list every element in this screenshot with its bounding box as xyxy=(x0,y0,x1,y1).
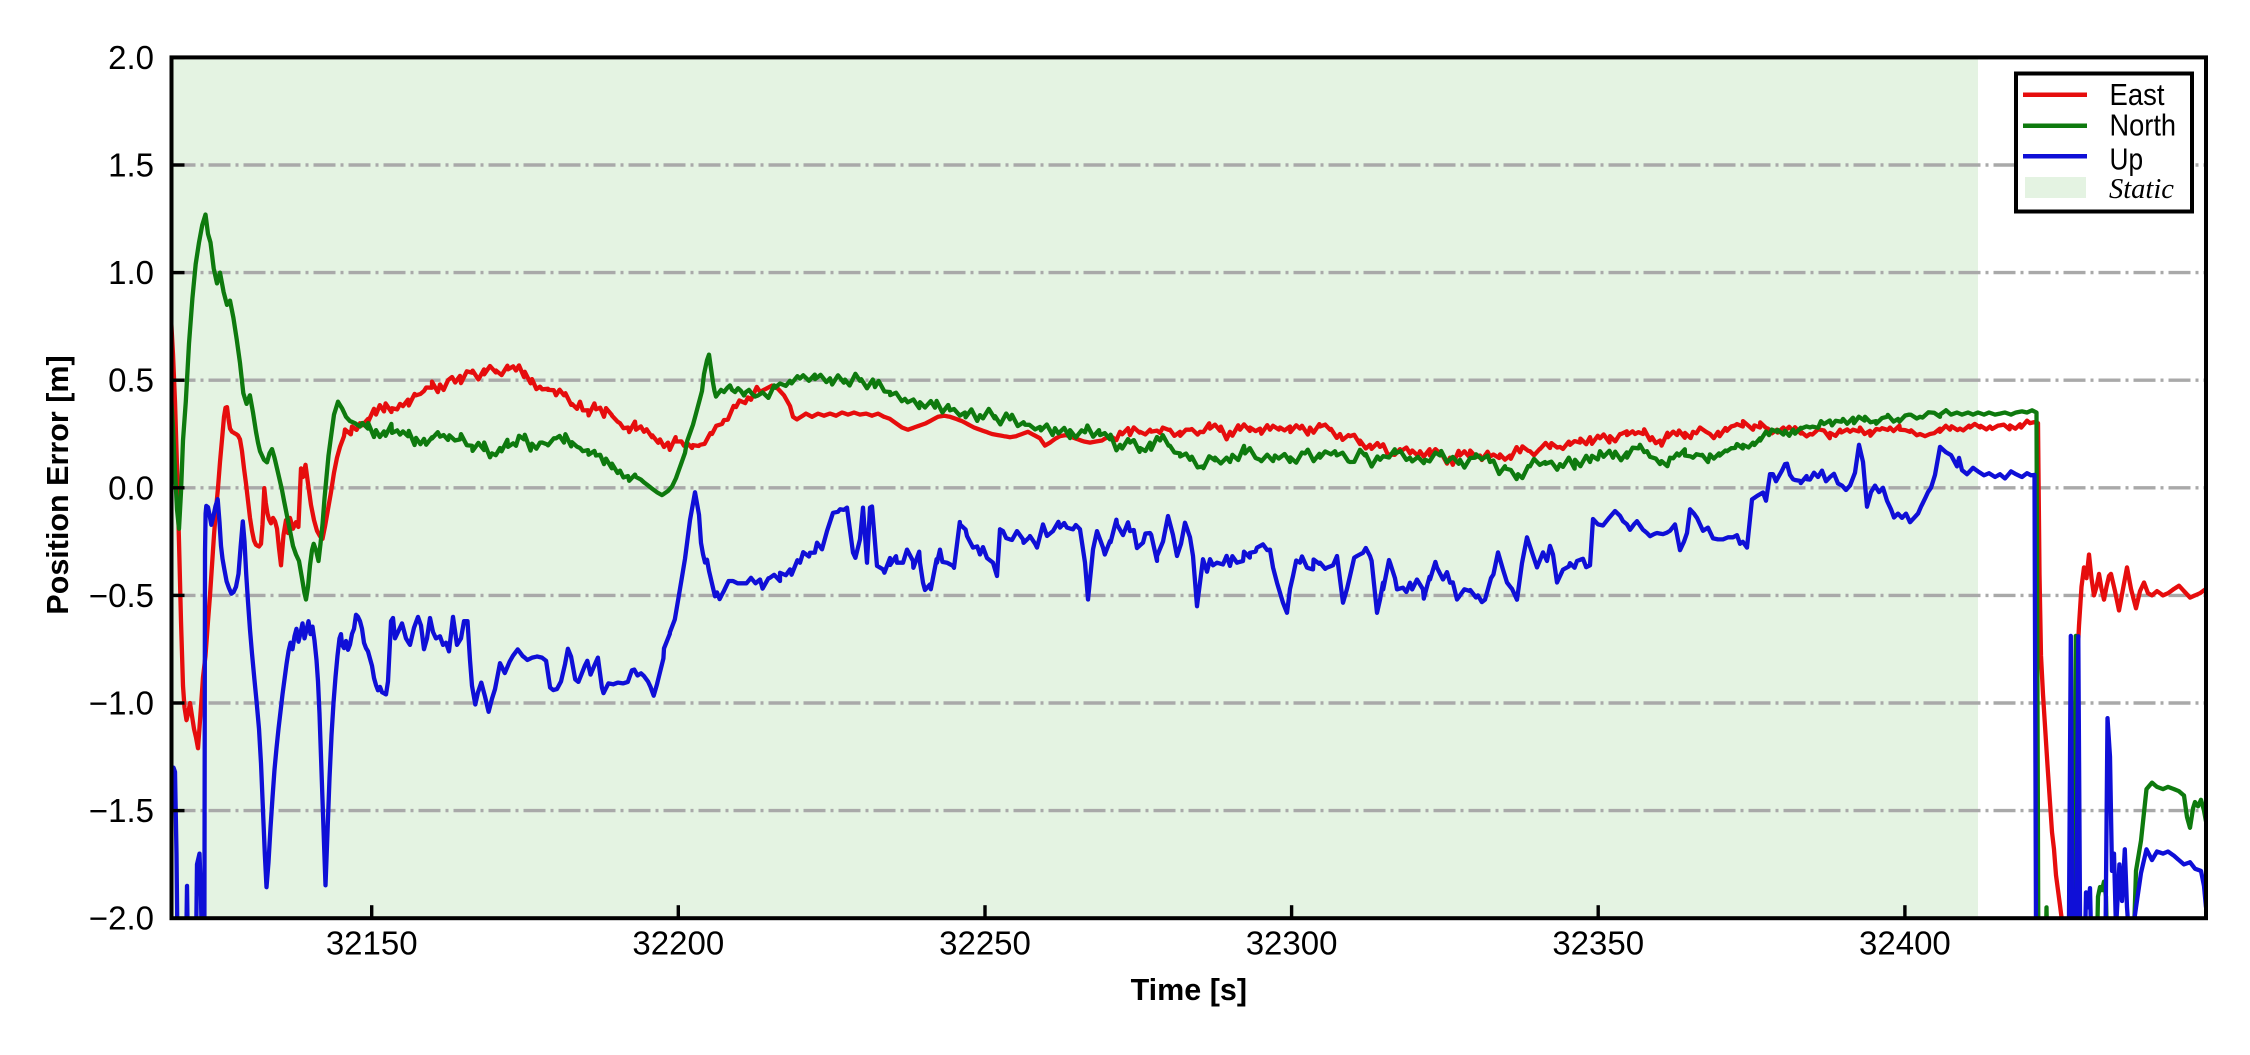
svg-text:32350: 32350 xyxy=(1552,925,1644,962)
svg-text:32300: 32300 xyxy=(1246,925,1338,962)
svg-text:Time [s]: Time [s] xyxy=(1131,973,1247,1007)
svg-text:North: North xyxy=(2110,109,2177,143)
svg-text:Static: Static xyxy=(2109,174,2174,205)
svg-text:Up: Up xyxy=(2110,143,2144,177)
svg-text:0.0: 0.0 xyxy=(108,469,154,506)
svg-text:2.0: 2.0 xyxy=(108,39,154,76)
svg-text:−2.0: −2.0 xyxy=(89,900,154,937)
svg-text:−1.5: −1.5 xyxy=(89,792,154,829)
svg-text:East: East xyxy=(2110,78,2165,112)
svg-text:32150: 32150 xyxy=(326,925,418,962)
svg-text:−0.5: −0.5 xyxy=(89,577,154,614)
svg-text:−1.0: −1.0 xyxy=(89,685,154,722)
svg-text:1.0: 1.0 xyxy=(108,254,154,291)
svg-text:32400: 32400 xyxy=(1859,925,1951,962)
svg-text:1.5: 1.5 xyxy=(108,147,154,184)
svg-text:32200: 32200 xyxy=(632,925,724,962)
svg-text:Position Error [m]: Position Error [m] xyxy=(41,355,75,614)
svg-text:32250: 32250 xyxy=(939,925,1031,962)
svg-text:0.5: 0.5 xyxy=(108,362,154,399)
